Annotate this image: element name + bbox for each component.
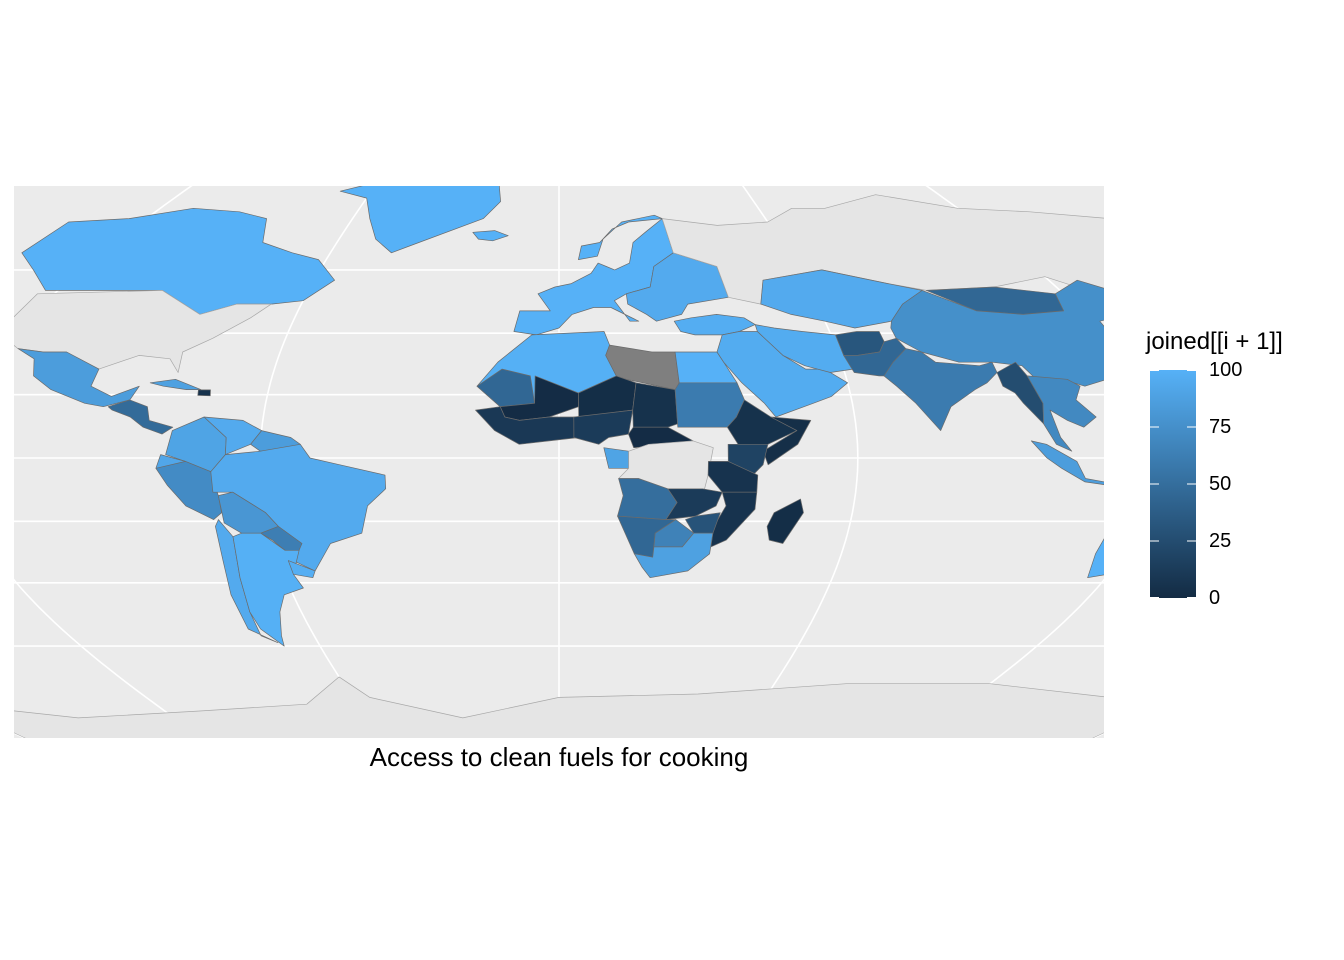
country-western-europe: [513, 218, 674, 336]
legend-title: joined[[i + 1]]: [1146, 328, 1283, 355]
world-map: [14, 186, 1104, 738]
country-kenya: [727, 443, 769, 476]
country-layer: [14, 186, 1104, 738]
country-central-america: [107, 399, 174, 435]
country-mexico: [17, 348, 140, 408]
map-panel: [14, 186, 1104, 738]
country-china: [890, 279, 1104, 387]
country-greenland: [339, 186, 501, 254]
country-mozambique: [710, 491, 758, 548]
country-uruguay: [287, 560, 316, 579]
country-peru: [155, 461, 222, 520]
legend-colorbar: [1150, 370, 1196, 598]
country-afghanistan: [835, 331, 885, 356]
country-egypt: [674, 351, 738, 384]
country-zambia: [665, 488, 723, 520]
country-argentina: [232, 532, 304, 647]
country-southeast-asia: [1026, 375, 1097, 452]
country-indonesia: [1030, 440, 1104, 493]
country-nigeria: [573, 409, 634, 445]
legend-tick-label: 0: [1209, 587, 1221, 609]
country-madagascar: [766, 498, 804, 544]
country-haiti: [197, 389, 211, 397]
legend-tick-label: 50: [1209, 473, 1232, 495]
country-mauritania: [476, 368, 535, 408]
legend-tick-label: 100: [1209, 359, 1243, 381]
country-iceland: [472, 230, 509, 242]
map-caption: Access to clean fuels for cooking: [369, 742, 749, 772]
legend-tick-label: 75: [1209, 416, 1232, 438]
country-canada: [21, 207, 335, 315]
country-somalia: [762, 416, 812, 466]
country-gabon: [603, 447, 630, 469]
country-turkey: [673, 314, 756, 336]
country-zimbabwe: [685, 512, 721, 534]
country-australia: [1087, 495, 1104, 589]
country-middle-east: [716, 331, 848, 418]
country-cuba: [149, 378, 202, 390]
country-chad: [632, 382, 679, 428]
country-antarctica: [14, 676, 1104, 738]
country-united-states: [14, 290, 272, 373]
legend-tick-label: 25: [1209, 530, 1232, 552]
country-south-africa: [633, 532, 714, 579]
